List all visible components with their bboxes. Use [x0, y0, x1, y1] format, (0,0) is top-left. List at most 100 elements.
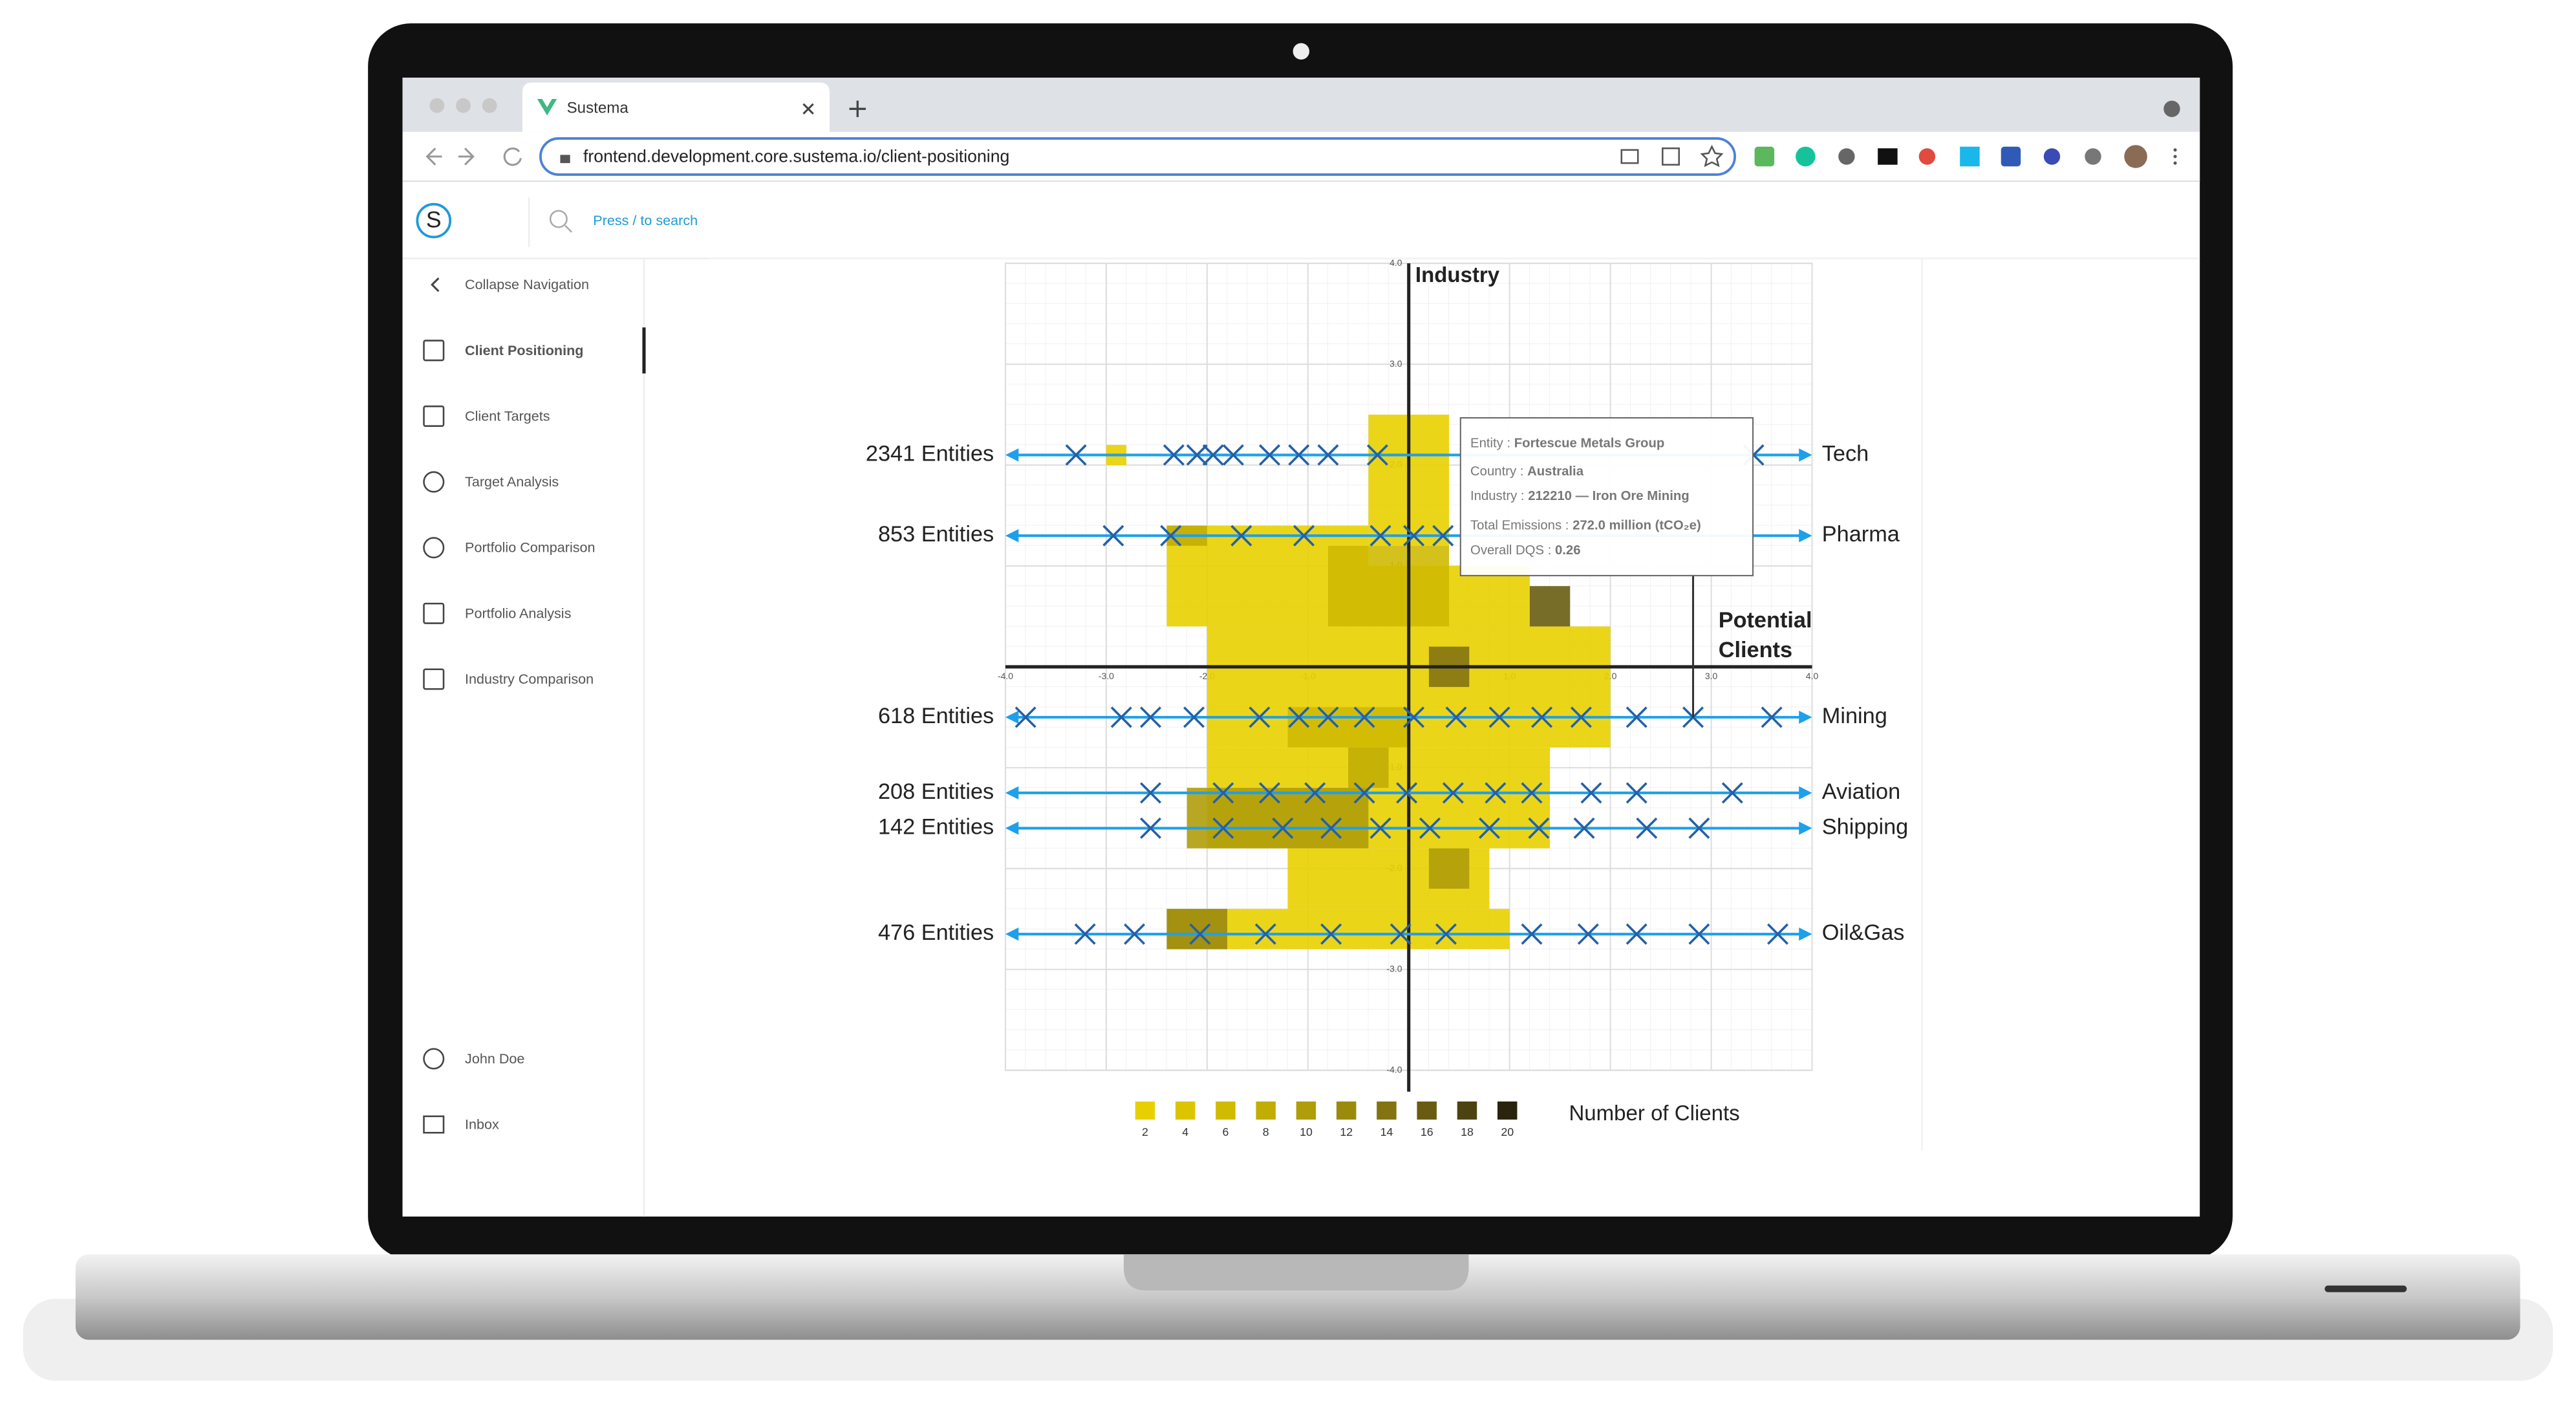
client-marker[interactable]	[1636, 817, 1658, 839]
extension[interactable]	[2085, 148, 2101, 165]
nav-item[interactable]: Portfolio Analysis	[465, 605, 572, 621]
client-marker[interactable]	[1445, 706, 1467, 728]
client-marker[interactable]	[1102, 525, 1124, 547]
nav-item[interactable]: Portfolio Comparison	[465, 539, 595, 556]
client-marker[interactable]	[1304, 782, 1326, 804]
industry-name[interactable]: Aviation	[1822, 779, 1900, 804]
client-marker[interactable]	[1688, 923, 1710, 945]
client-marker[interactable]	[1317, 444, 1339, 466]
extension[interactable]	[1918, 148, 1936, 165]
client-marker[interactable]	[1202, 444, 1224, 466]
client-marker[interactable]	[1419, 817, 1441, 839]
window-dot[interactable]	[429, 98, 445, 113]
nav-item[interactable]: Inbox	[465, 1116, 499, 1133]
client-marker[interactable]	[1186, 444, 1208, 466]
extension[interactable]	[1796, 146, 1816, 167]
profile-menu[interactable]	[2163, 100, 2180, 118]
client-marker[interactable]	[1403, 706, 1425, 728]
client-marker[interactable]	[1140, 817, 1162, 839]
client-marker[interactable]	[1580, 782, 1602, 804]
client-marker[interactable]	[1110, 706, 1132, 728]
client-marker[interactable]	[1320, 923, 1342, 945]
client-marker[interactable]	[1249, 706, 1271, 728]
client-marker[interactable]	[1230, 525, 1252, 547]
client-marker[interactable]	[1183, 706, 1205, 728]
client-marker[interactable]	[1488, 706, 1510, 728]
new-tab[interactable]	[849, 100, 866, 118]
client-marker[interactable]	[1140, 706, 1162, 728]
client-marker[interactable]	[1369, 525, 1391, 547]
client-marker[interactable]	[1254, 923, 1276, 945]
industry-name[interactable]: Tech	[1822, 441, 1869, 466]
search[interactable]: Press / to search	[593, 212, 698, 228]
client-marker[interactable]	[1626, 923, 1648, 945]
reload[interactable]	[503, 147, 522, 166]
client-marker[interactable]	[1442, 782, 1464, 804]
client-marker[interactable]	[1369, 817, 1391, 839]
extension[interactable]	[2001, 146, 2021, 167]
window-dot[interactable]	[482, 98, 497, 113]
nav-item[interactable]: Collapse Navigation	[465, 276, 589, 292]
client-marker[interactable]	[1479, 817, 1501, 839]
industry-name[interactable]: Shipping	[1822, 814, 1908, 839]
client-marker[interactable]	[1014, 706, 1036, 728]
client-marker[interactable]	[1570, 706, 1592, 728]
extension[interactable]	[1754, 146, 1775, 167]
client-marker[interactable]	[1626, 706, 1648, 728]
extension[interactable]	[1838, 148, 1855, 165]
client-marker[interactable]	[1396, 782, 1418, 804]
client-marker[interactable]	[1403, 525, 1425, 547]
forward[interactable]	[458, 147, 475, 166]
cast-icon[interactable]	[1620, 149, 1639, 164]
extension[interactable]	[2043, 148, 2061, 165]
client-marker[interactable]	[1288, 706, 1310, 728]
client-marker[interactable]	[1259, 782, 1281, 804]
client-marker[interactable]	[1288, 444, 1310, 466]
client-marker[interactable]	[1074, 923, 1096, 945]
extension[interactable]	[1960, 146, 1980, 167]
client-marker[interactable]	[1259, 444, 1281, 466]
back[interactable]	[425, 147, 442, 166]
client-marker[interactable]	[1065, 444, 1087, 466]
tab-close[interactable]	[802, 103, 814, 115]
client-marker[interactable]	[1222, 444, 1244, 466]
industry-name[interactable]: Oil&Gas	[1822, 920, 1905, 945]
client-marker[interactable]	[1761, 706, 1783, 728]
client-marker[interactable]	[1766, 923, 1788, 945]
address-bar[interactable]	[539, 137, 1737, 176]
client-marker[interactable]	[1189, 923, 1211, 945]
client-marker[interactable]	[1366, 444, 1388, 466]
client-marker[interactable]	[1435, 923, 1457, 945]
client-marker[interactable]	[1521, 782, 1543, 804]
client-marker[interactable]	[1531, 706, 1553, 728]
client-marker[interactable]	[1485, 782, 1507, 804]
bookmark-star[interactable]	[1700, 144, 1724, 168]
qr-icon[interactable]	[1662, 147, 1680, 166]
industry-name[interactable]: Mining	[1822, 704, 1887, 728]
client-marker[interactable]	[1682, 706, 1704, 728]
nav-item[interactable]: Target Analysis	[465, 473, 559, 490]
menu[interactable]	[2173, 161, 2177, 165]
client-marker[interactable]	[1293, 525, 1315, 547]
client-marker[interactable]	[1160, 525, 1182, 547]
nav-item[interactable]: John Doe	[465, 1050, 524, 1067]
client-marker[interactable]	[1721, 782, 1743, 804]
client-marker[interactable]	[1212, 817, 1234, 839]
logo[interactable]	[416, 202, 452, 239]
client-marker[interactable]	[1320, 817, 1342, 839]
nav-item[interactable]: Client Targets	[465, 407, 550, 424]
client-marker[interactable]	[1212, 782, 1234, 804]
client-marker[interactable]	[1573, 817, 1595, 839]
nav-item[interactable]: Client Positioning	[465, 342, 583, 358]
client-marker[interactable]	[1272, 817, 1294, 839]
client-marker[interactable]	[1432, 525, 1454, 547]
client-marker[interactable]	[1353, 782, 1375, 804]
menu[interactable]	[2173, 148, 2177, 152]
client-marker[interactable]	[1626, 782, 1648, 804]
client-marker[interactable]	[1353, 706, 1375, 728]
client-marker[interactable]	[1163, 444, 1185, 466]
client-marker[interactable]	[1528, 817, 1550, 839]
tab[interactable]	[522, 82, 830, 132]
window-dot[interactable]	[456, 98, 471, 113]
client-marker[interactable]	[1140, 782, 1162, 804]
